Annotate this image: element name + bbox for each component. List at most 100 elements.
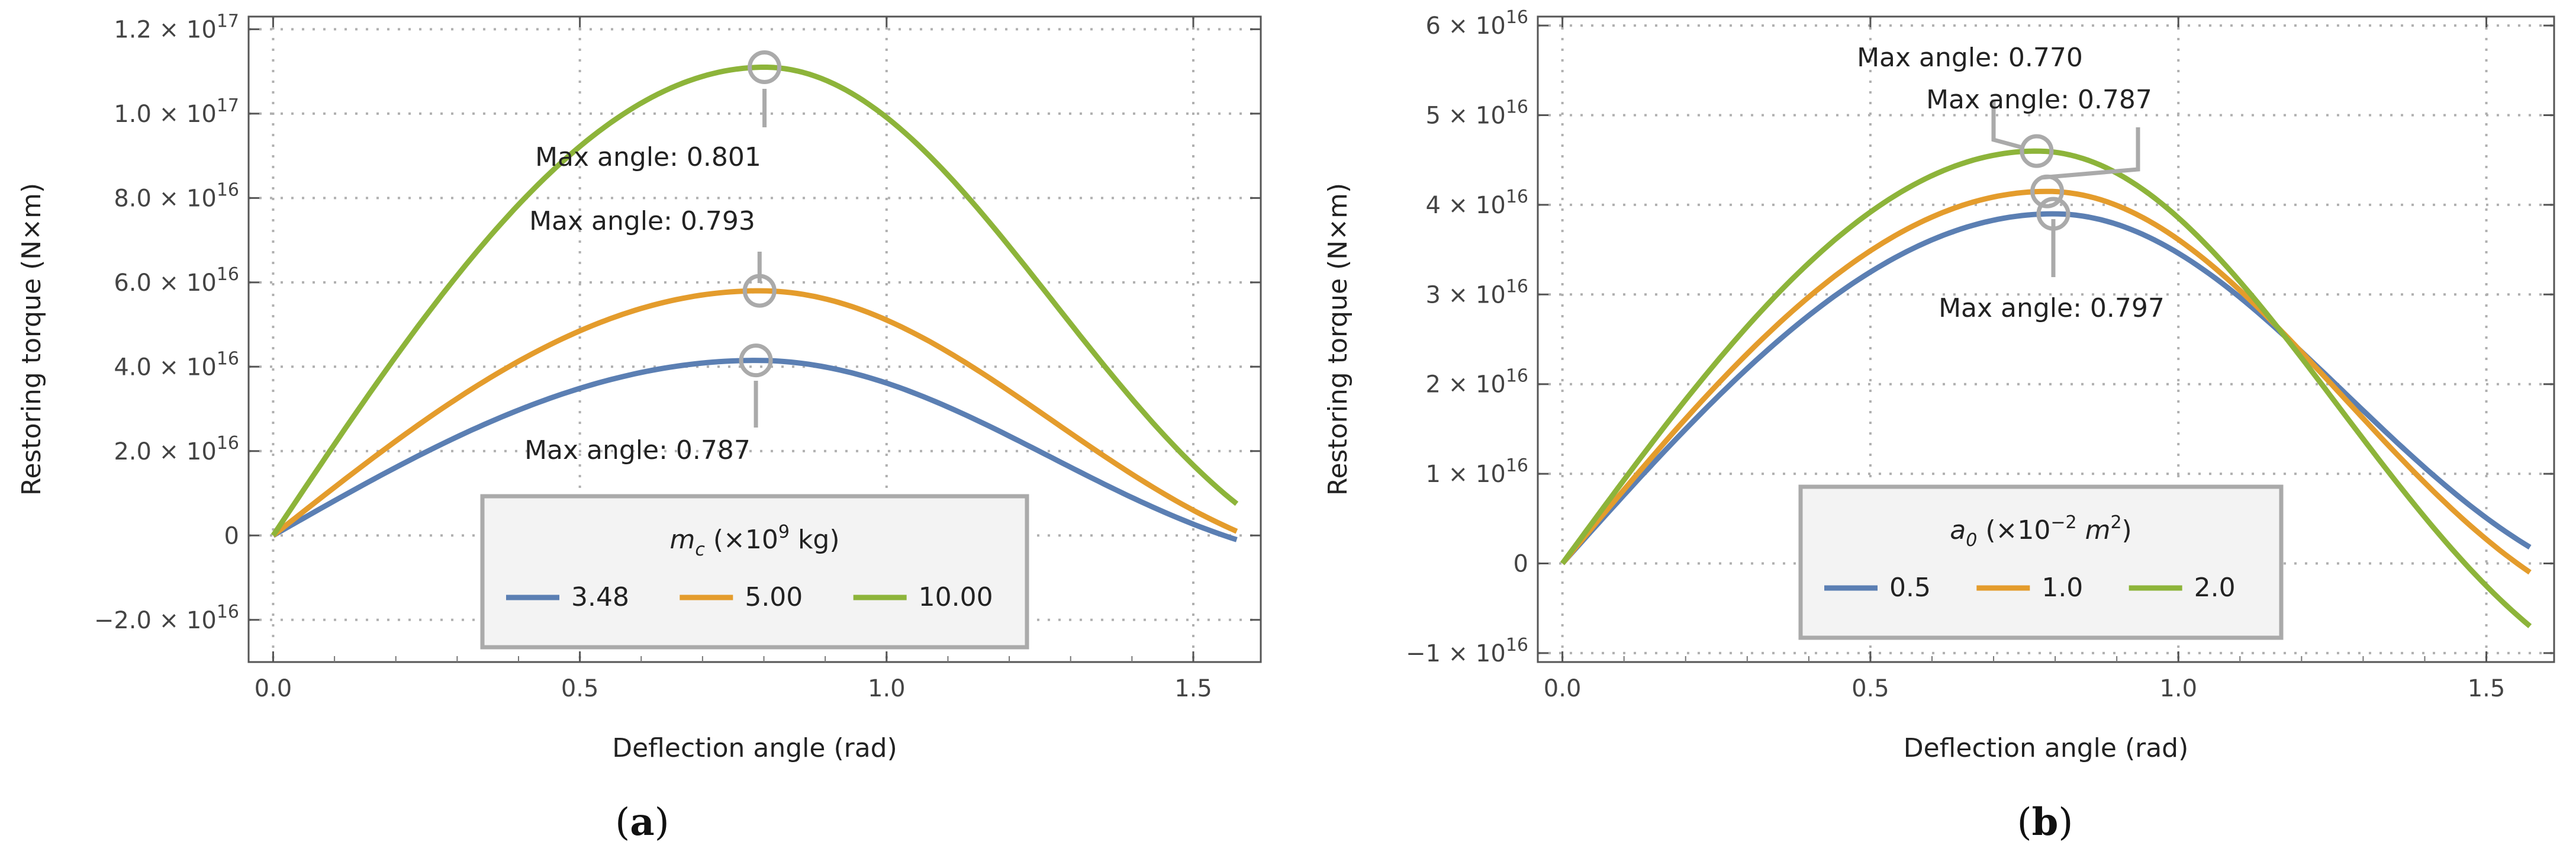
y-tick-mantissa: 6.0 × 10 <box>114 269 216 297</box>
grid-lines <box>1538 17 2554 662</box>
legend-entry-label: 3.48 <box>571 582 629 612</box>
y-tick-mantissa: 1.2 × 10 <box>114 16 216 43</box>
legend-title-unit-superscript: 2 <box>2110 512 2121 533</box>
legend-entry-label: 5.00 <box>745 582 803 612</box>
peak-marker-3-48 <box>739 343 773 378</box>
legend-title-symbol: a <box>1950 515 1966 545</box>
max-angle-annotation: Max angle: 0.787 <box>524 435 751 465</box>
y-tick-mantissa: −2.0 × 10 <box>94 607 217 634</box>
y-tick-exponent: 16 <box>1506 635 1528 656</box>
max-angle-annotation: Max angle: 0.797 <box>1939 293 2165 323</box>
legend-title-text: (×10 <box>1977 515 2050 545</box>
legend-entry-label: 10.00 <box>919 582 993 612</box>
series-group <box>1560 148 2532 628</box>
y-tick-mantissa: 8.0 × 10 <box>114 185 216 212</box>
plot-frame <box>1537 15 2555 663</box>
x-axis-label: Deflection angle (rad) <box>612 733 897 763</box>
legend-title-symbol: m <box>669 525 695 555</box>
y-tick-exponent: 16 <box>217 179 239 200</box>
y-tick-label: 2 × 1016 <box>1426 366 1528 399</box>
legend-box <box>480 494 1029 650</box>
caption-open: ( <box>2017 801 2032 844</box>
grid-lines <box>249 17 1261 662</box>
y-tick-exponent: 16 <box>1506 97 1528 118</box>
y-tick-mantissa: 2.0 × 10 <box>114 438 216 465</box>
y-tick-exponent: 16 <box>1506 7 1528 28</box>
legend-title-unit: m <box>2077 515 2111 545</box>
y-tick-exponent: 16 <box>217 348 239 369</box>
y-tick-exponent: 16 <box>1506 366 1528 387</box>
y-tick-label: 1.0 × 1017 <box>114 95 239 128</box>
y-tick-label: 6 × 1016 <box>1426 7 1528 40</box>
x-tick-label: 0.0 <box>1544 675 1582 702</box>
legend-title-subscript: c <box>695 539 705 560</box>
panel-caption: (b) <box>2017 800 2073 844</box>
max-angle-annotation: Max angle: 0.787 <box>1926 85 2152 115</box>
legend-title-close: ) <box>2122 515 2132 545</box>
caption-open: ( <box>615 801 630 844</box>
y-tick-label: −1 × 1016 <box>1406 635 1528 667</box>
y-tick-exponent: 16 <box>1506 455 1528 476</box>
caption-close: ) <box>2058 801 2073 844</box>
legend-title-superscript: −2 <box>2050 512 2076 533</box>
y-tick-label: 6.0 × 1016 <box>114 264 239 297</box>
legend-title-unit: kg) <box>790 525 840 555</box>
y-tick-exponent: 16 <box>217 264 239 285</box>
legend-title: mc (×109 kg) <box>669 522 839 560</box>
y-tick-exponent: 17 <box>217 95 239 116</box>
legend-title-superscript: 9 <box>778 522 790 542</box>
y-axis-label: Restoring torque (N×m) <box>17 183 47 496</box>
legend-entry-label: 0.5 <box>1889 573 1931 603</box>
peak-marker-10-00 <box>748 50 782 84</box>
series-line-2-0 <box>1560 148 2532 628</box>
max-angle-annotation: Max angle: 0.770 <box>1857 43 2083 73</box>
y-tick-label: 5 × 1016 <box>1426 97 1528 130</box>
y-tick-mantissa: 4.0 × 10 <box>114 354 216 381</box>
annotation-leader <box>2040 127 2140 180</box>
y-tick-label: 1.2 × 1017 <box>114 11 239 43</box>
y-tick-mantissa: 1.0 × 10 <box>114 101 216 128</box>
y-tick-label: 0 <box>224 522 239 550</box>
y-axis-label: Restoring torque (N×m) <box>1323 183 1353 496</box>
series-line-1-0 <box>1560 188 2532 575</box>
series-line-5-00 <box>271 288 1238 538</box>
panel-caption: (a) <box>615 800 669 844</box>
legend: a0 (×10−2 m2) 0.5 1.0 2.0 <box>1798 484 2284 640</box>
y-tick-mantissa: 1 × 10 <box>1426 461 1506 488</box>
x-tick-label: 0.0 <box>255 675 292 702</box>
y-tick-mantissa: 0 <box>224 522 239 550</box>
annotation-leader <box>1991 99 2025 150</box>
y-tick-label: 0 <box>1514 550 1528 577</box>
legend-box <box>1798 484 2284 640</box>
y-tick-label: 2.0 × 1016 <box>114 433 239 465</box>
caption-close: ) <box>655 801 669 844</box>
caption-letter: a <box>630 800 654 844</box>
y-tick-mantissa: 3 × 10 <box>1426 281 1506 309</box>
y-tick-mantissa: 4 × 10 <box>1426 192 1506 219</box>
y-tick-exponent: 16 <box>217 433 239 454</box>
y-tick-mantissa: 5 × 10 <box>1426 102 1506 130</box>
legend-entry-label: 1.0 <box>2042 573 2083 603</box>
x-tick-label: 1.0 <box>2159 675 2197 702</box>
y-tick-label: 8.0 × 1016 <box>114 179 239 212</box>
series-line-3-48 <box>272 358 1238 542</box>
legend-entry-label: 2.0 <box>2194 573 2236 603</box>
x-axis-label: Deflection angle (rad) <box>1904 733 2189 763</box>
x-tick-label: 1.0 <box>868 675 906 702</box>
legend-title-subscript: 0 <box>1966 530 1977 551</box>
y-tick-exponent: 16 <box>1506 187 1528 207</box>
max-angle-annotation: Max angle: 0.801 <box>535 142 761 172</box>
caption-letter: b <box>2032 800 2059 844</box>
y-tick-label: 1 × 1016 <box>1426 455 1528 488</box>
legend-title-text: (×10 <box>705 525 778 555</box>
y-tick-mantissa: 6 × 10 <box>1426 12 1506 40</box>
y-tick-label: 4.0 × 1016 <box>114 348 239 381</box>
series-line-10-00 <box>271 65 1239 537</box>
x-tick-label: 0.5 <box>561 675 599 702</box>
x-tick-label: 1.5 <box>2468 675 2506 702</box>
y-tick-mantissa: −1 × 10 <box>1406 640 1506 667</box>
y-tick-exponent: 16 <box>217 602 239 622</box>
